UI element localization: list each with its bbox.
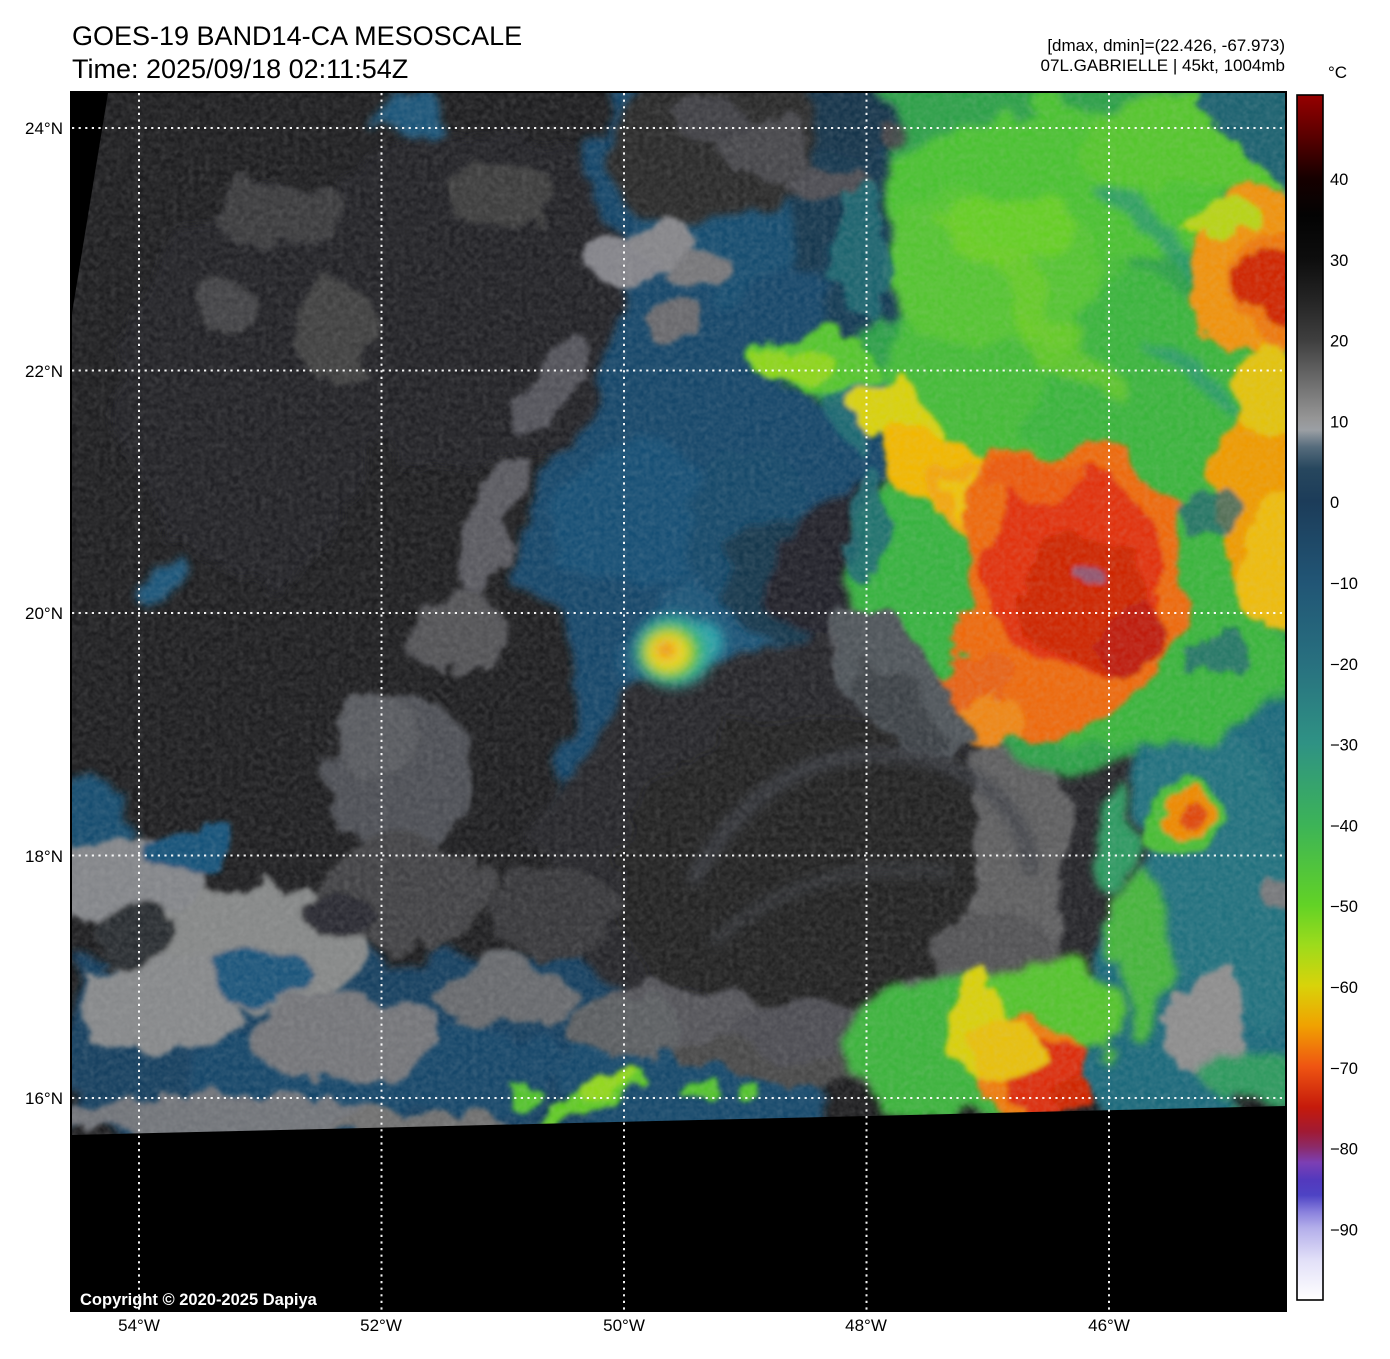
svg-text:−60: −60 — [1330, 979, 1358, 997]
svg-text:40: 40 — [1330, 171, 1348, 189]
svg-text:−50: −50 — [1330, 898, 1358, 916]
svg-text:−70: −70 — [1330, 1060, 1358, 1078]
svg-text:10: 10 — [1330, 413, 1348, 431]
svg-text:−80: −80 — [1330, 1141, 1358, 1159]
svg-text:−20: −20 — [1330, 656, 1358, 674]
svg-text:30: 30 — [1330, 252, 1348, 270]
svg-text:0: 0 — [1330, 494, 1339, 512]
svg-text:20: 20 — [1330, 333, 1348, 351]
svg-text:−90: −90 — [1330, 1221, 1358, 1239]
svg-text:−10: −10 — [1330, 575, 1358, 593]
svg-text:−40: −40 — [1330, 817, 1358, 835]
svg-text:Copyright © 2020-2025 Dapiya: Copyright © 2020-2025 Dapiya — [80, 1291, 318, 1309]
svg-text:−30: −30 — [1330, 737, 1358, 755]
